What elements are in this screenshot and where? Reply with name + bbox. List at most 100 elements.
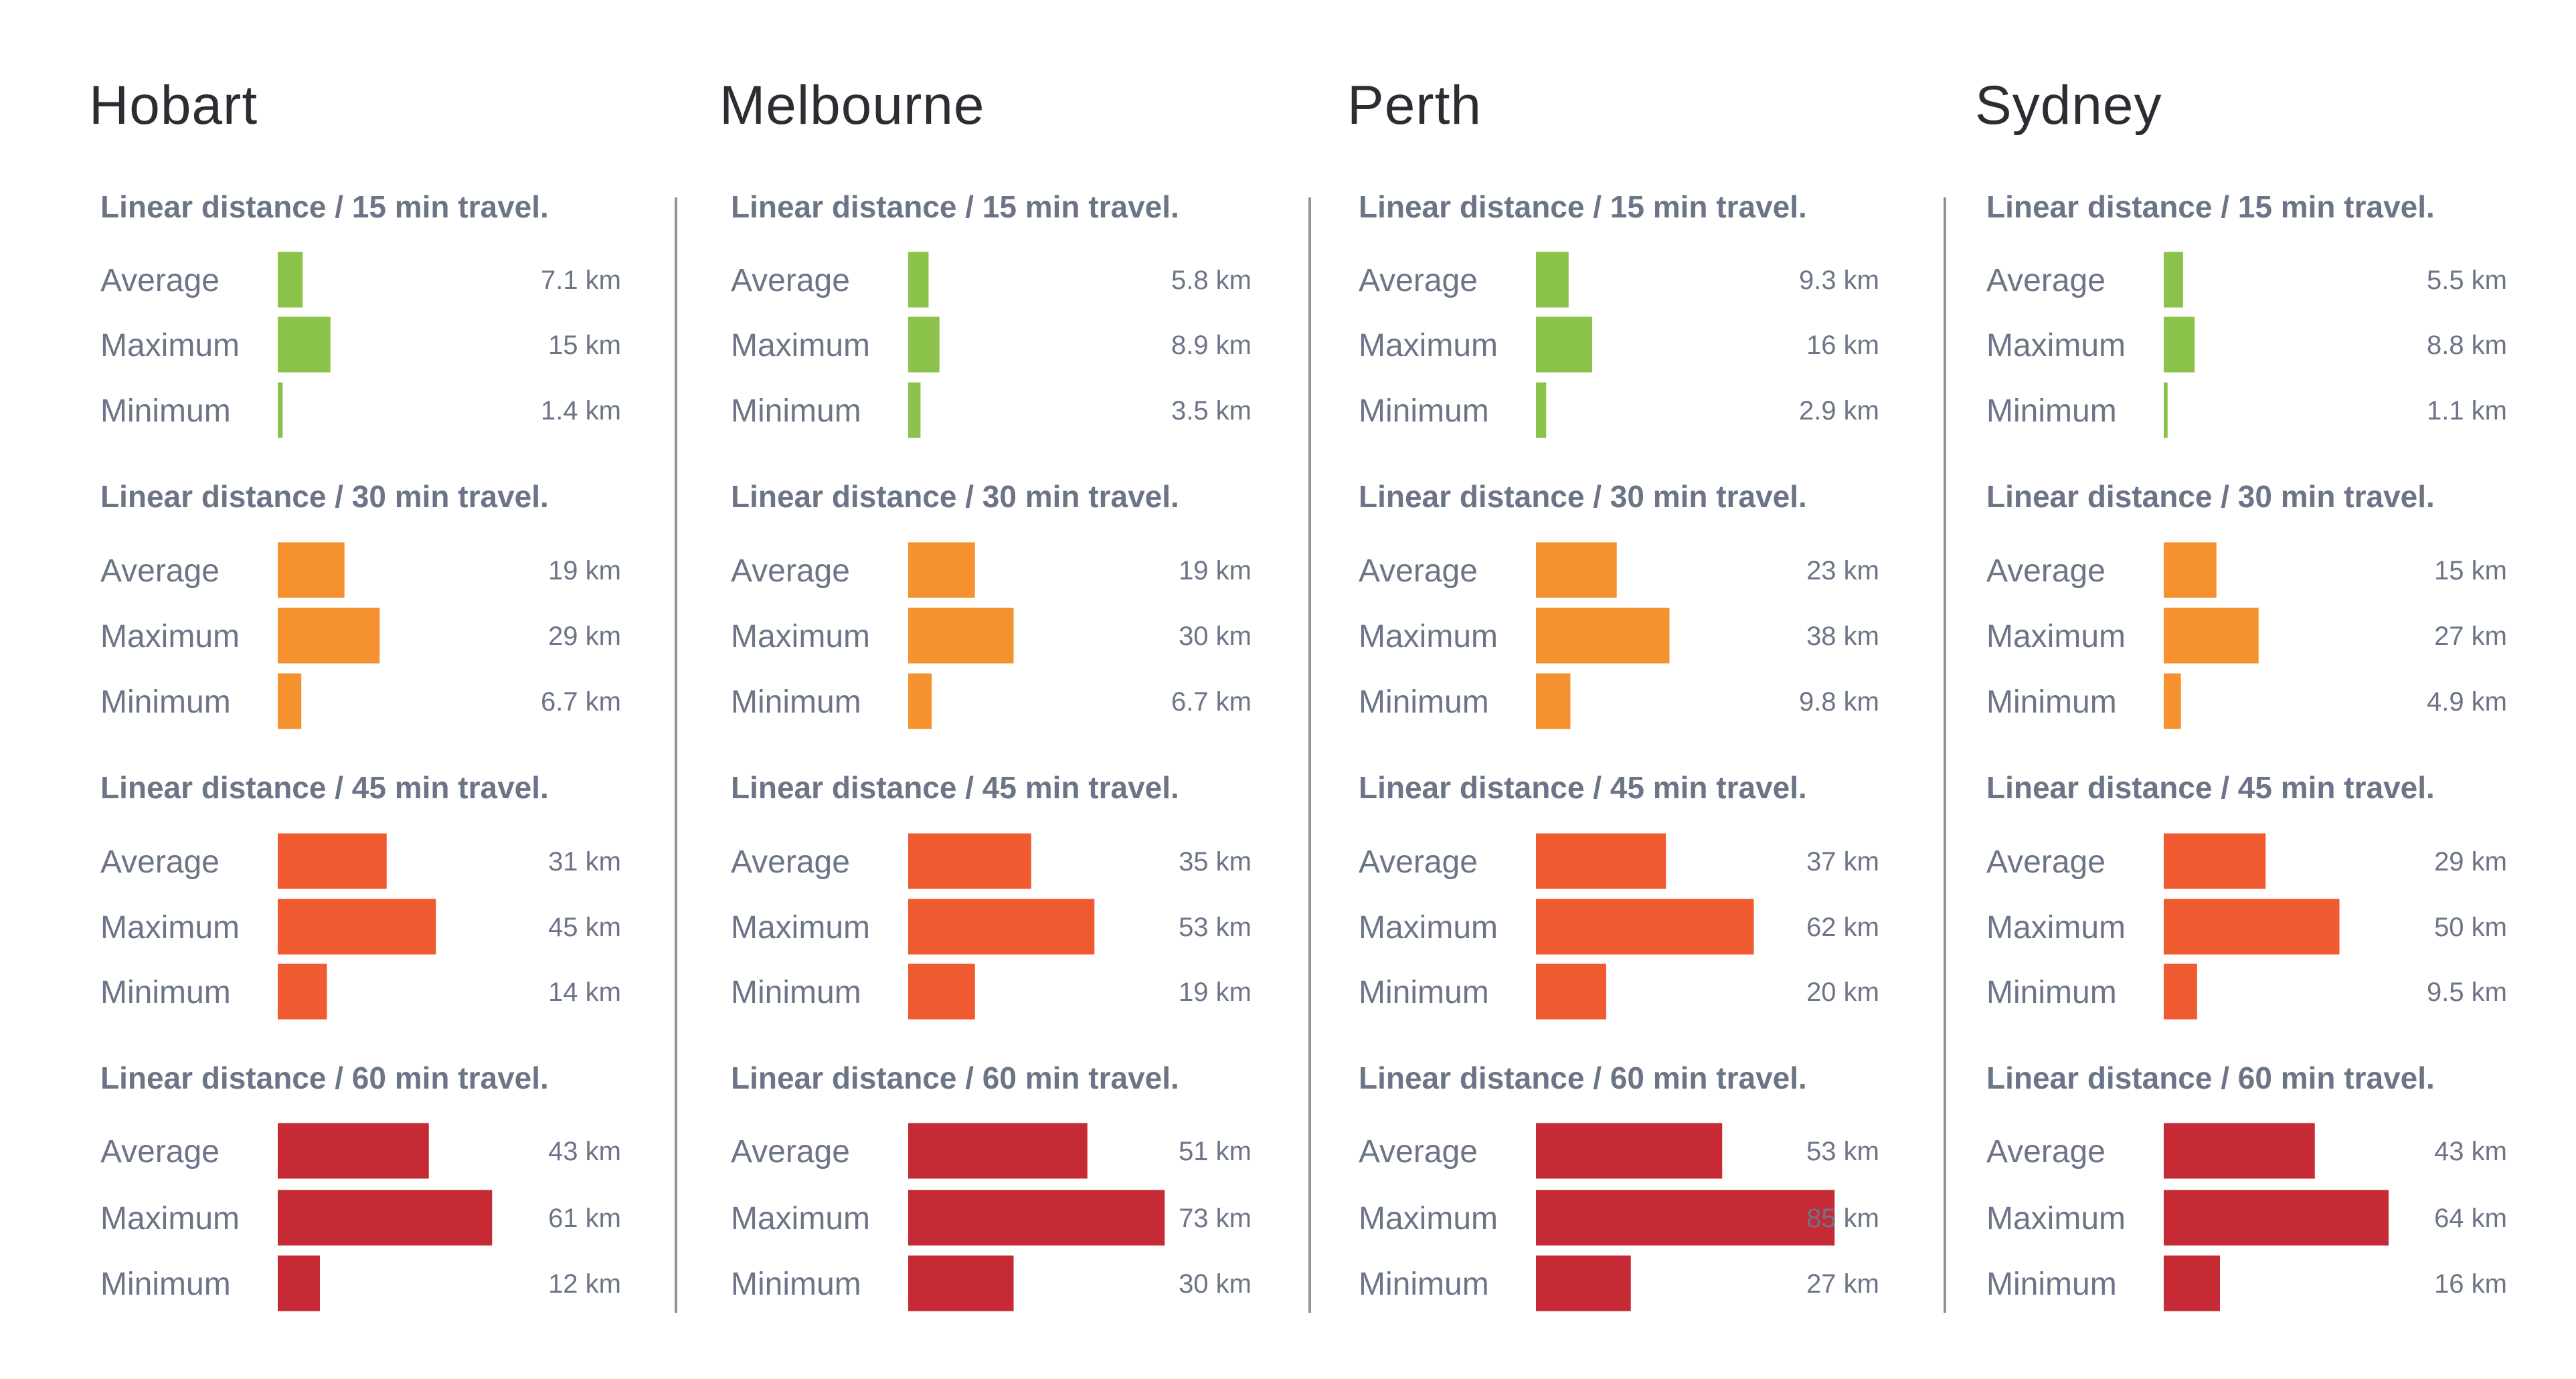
value-label: 4.9 km [2427,687,2507,717]
value-label: 12 km [548,1269,621,1299]
travel-group: Linear distance / 60 min travel. Average 5… [731,1061,1252,1311]
group-title: Linear distance / 30 min travel. [100,479,549,514]
city-title: Perth [1347,75,1482,136]
row-label: Maximum [1359,328,1498,363]
distance-bar [278,316,331,373]
value-label: 1.1 km [2427,396,2507,426]
value-label: 9.5 km [2427,978,2507,1007]
distance-bar [1536,1190,1835,1246]
distance-bar [2164,382,2168,438]
row-label: Minimum [731,1267,861,1302]
value-label: 64 km [2434,1204,2507,1233]
row-label: Maximum [731,328,870,363]
travel-group: Linear distance / 15 min travel. Average 5… [731,189,1252,438]
value-label: 8.9 km [1171,331,1252,360]
row-label: Minimum [1359,393,1489,429]
distance-bar [1536,252,1569,308]
distance-bar [1536,1255,1631,1311]
value-label: 5.5 km [2427,266,2507,295]
city-panel: Perth Linear distance / 15 min travel. Ave… [1347,75,1879,1311]
distance-bar [908,542,975,598]
value-label: 61 km [548,1204,621,1233]
value-label: 9.3 km [1799,266,1879,295]
distance-bar [2164,673,2181,729]
distance-bar [1536,833,1666,889]
distance-bar [278,1255,320,1311]
travel-group: Linear distance / 30 min travel. Average 1… [1986,479,2507,729]
city-panels: Hobart Linear distance / 15 min travel. Av… [89,75,2507,1311]
value-label: 38 km [1806,622,1879,651]
group-title: Linear distance / 45 min travel. [1359,770,1807,805]
travel-group: Linear distance / 45 min travel. Average 2… [1986,770,2507,1020]
row-label: Maximum [100,619,240,654]
row-label: Maximum [100,910,240,945]
distance-bar [908,316,940,373]
value-label: 16 km [2434,1269,2507,1299]
distance-bar [908,382,921,438]
value-label: 50 km [2434,913,2507,942]
row-label: Maximum [731,910,870,945]
row-label: Average [1986,844,2106,880]
distance-bar [908,252,929,308]
value-label: 62 km [1806,913,1879,942]
distance-bar [908,899,1095,955]
value-label: 1.4 km [541,396,621,426]
travel-group: Linear distance / 60 min travel. Average 4… [100,1061,621,1311]
panel-dividers [675,197,1946,1313]
distance-bar [1536,673,1571,729]
value-label: 15 km [548,331,621,360]
row-label: Average [1986,553,2106,589]
row-label: Minimum [100,684,231,720]
row-label: Average [1359,263,1478,298]
group-title: Linear distance / 15 min travel. [1986,189,2435,224]
distance-bar [2164,1123,2315,1179]
row-label: Minimum [1986,684,2117,720]
row-label: Average [100,553,220,589]
travel-group: Linear distance / 30 min travel. Average 1… [100,479,621,729]
distance-bar [278,1190,493,1246]
distance-bar [1536,542,1617,598]
distance-bar [908,1190,1165,1246]
value-label: 20 km [1806,978,1879,1007]
value-label: 35 km [1179,847,1252,877]
group-title: Linear distance / 60 min travel. [731,1061,1179,1095]
distance-bar [2164,963,2197,1020]
city-title: Hobart [89,75,258,136]
row-label: Minimum [731,684,861,720]
value-label: 27 km [2434,622,2507,651]
distance-bar [2164,608,2259,664]
distance-bar [2164,899,2340,955]
distance-bar [908,673,932,729]
group-title: Linear distance / 15 min travel. [1359,189,1807,224]
value-label: 9.8 km [1799,687,1879,717]
value-label: 19 km [1179,978,1252,1007]
distance-bar [1536,316,1592,373]
travel-group: Linear distance / 45 min travel. Average 3… [1359,770,1879,1020]
city-panel: Melbourne Linear distance / 15 min travel… [719,75,1252,1311]
row-label: Maximum [731,1201,870,1236]
distance-bar [1536,899,1754,955]
value-label: 2.9 km [1799,396,1879,426]
value-label: 19 km [1179,556,1252,585]
distance-bar [278,1123,429,1179]
row-label: Minimum [1986,975,2117,1010]
distance-bar [2164,833,2266,889]
row-label: Average [100,844,220,880]
row-label: Average [731,263,850,298]
city-panel: Hobart Linear distance / 15 min travel. Av… [89,75,621,1311]
travel-group: Linear distance / 45 min travel. Average 3… [100,770,621,1020]
row-label: Maximum [1359,619,1498,654]
row-label: Average [731,1134,850,1170]
distance-bar [278,382,283,438]
group-title: Linear distance / 45 min travel. [100,770,549,805]
value-label: 51 km [1179,1137,1252,1166]
value-label: 53 km [1806,1137,1879,1166]
group-title: Linear distance / 15 min travel. [100,189,549,224]
distance-bar [1536,1123,1723,1179]
distance-bar [278,252,303,308]
value-label: 85 km [1806,1204,1879,1233]
row-label: Minimum [100,393,231,429]
group-title: Linear distance / 45 min travel. [1986,770,2435,805]
row-label: Minimum [1986,393,2117,429]
